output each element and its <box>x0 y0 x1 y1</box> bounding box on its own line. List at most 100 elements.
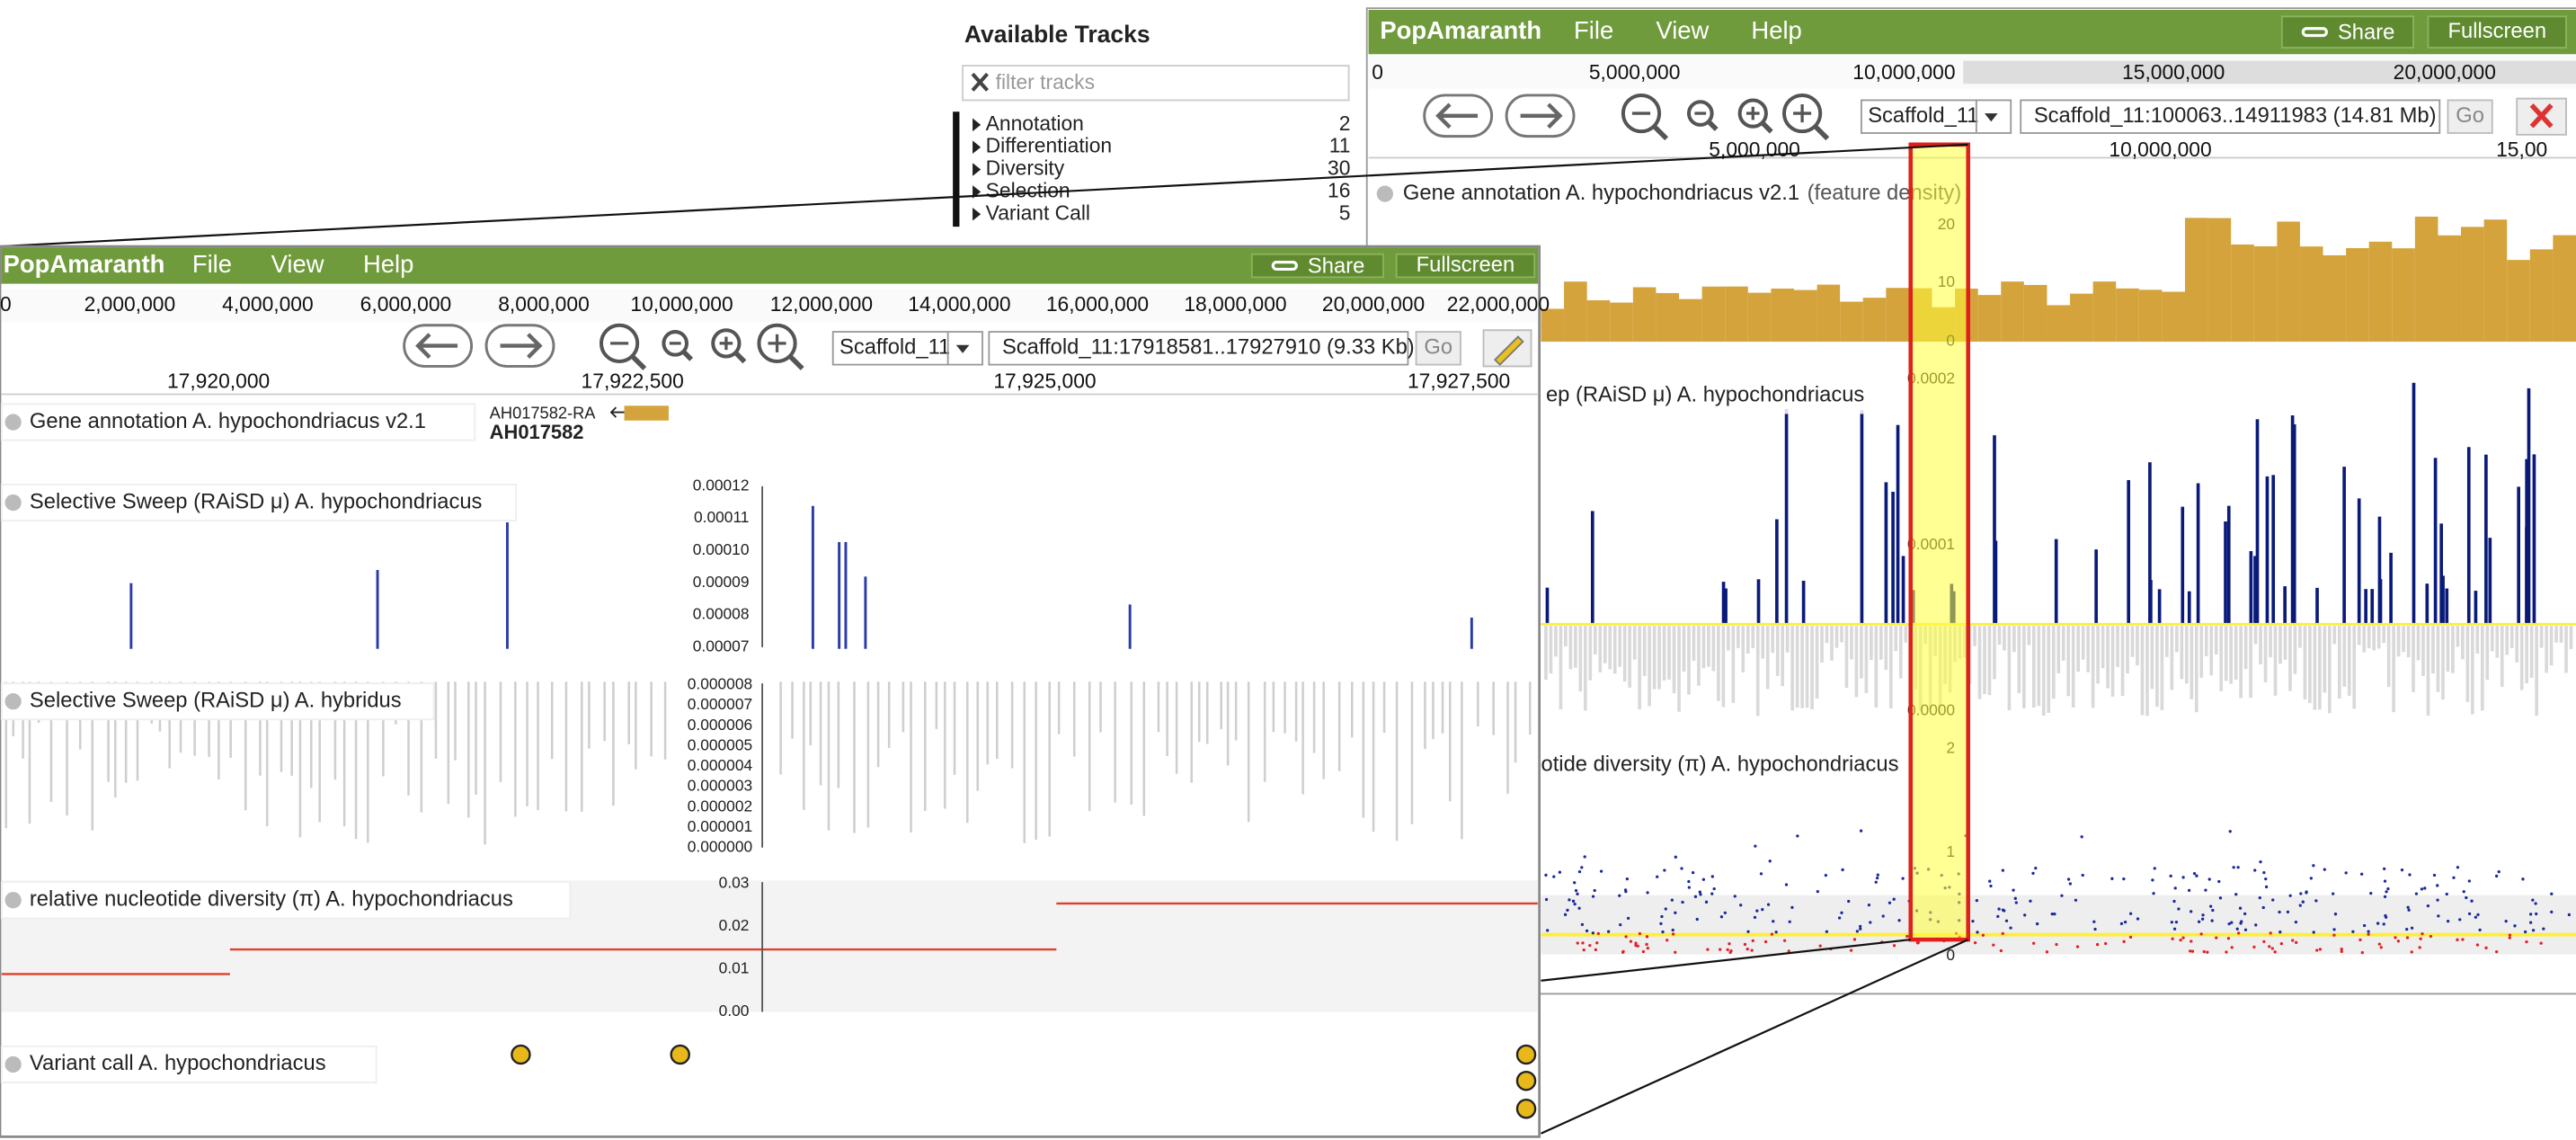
menu-item[interactable]: View <box>1656 16 1709 44</box>
sweep-bar <box>1142 681 1146 816</box>
sweep-bar <box>827 681 831 831</box>
diversity-point <box>2414 892 2419 895</box>
reference-select[interactable] <box>1860 99 2012 134</box>
diversity-point <box>1787 949 1790 953</box>
go-button[interactable] <box>2447 99 2493 134</box>
diversity-point <box>1645 935 1649 939</box>
diversity-point <box>1552 875 1556 878</box>
fullscreen-button[interactable] <box>2427 15 2567 49</box>
gene-feature[interactable] <box>624 405 669 421</box>
variant[interactable] <box>1515 1044 1537 1065</box>
diversity-point <box>2539 941 2543 945</box>
sweep-bar-below <box>2406 626 2411 658</box>
diversity-point <box>2081 873 2084 877</box>
sweep-bar-below <box>2190 626 2194 699</box>
sweep-bar <box>588 681 591 749</box>
sweep-bar <box>505 522 509 649</box>
go-button[interactable] <box>1415 331 1461 366</box>
locus-input[interactable] <box>2020 99 2441 134</box>
track-close[interactable] <box>4 693 22 710</box>
sweep-bar <box>1175 681 1178 774</box>
nav-arrow <box>1520 102 1563 129</box>
share-label[interactable]: Share <box>2338 21 2394 45</box>
track-close[interactable] <box>4 494 22 512</box>
expander[interactable] <box>973 118 982 132</box>
sweep-bar-below <box>2357 626 2361 646</box>
sweep-bar <box>1272 681 1275 733</box>
diversity-point <box>2066 877 2071 881</box>
sweep-bar-below <box>2165 626 2169 657</box>
sweep-bar-above <box>1756 579 1761 625</box>
sweep-bar-below <box>2554 626 2558 643</box>
sweep-bar-above <box>1891 491 1895 625</box>
diversity-point <box>1704 900 1709 904</box>
fullscreen-button[interactable] <box>1395 253 1536 279</box>
diversity-point <box>2291 939 2295 942</box>
sweep-bar <box>354 681 358 840</box>
sweep-bar <box>976 681 980 791</box>
expander[interactable] <box>973 207 982 221</box>
variant[interactable] <box>1515 1070 1537 1091</box>
track-label-box <box>0 484 517 522</box>
zoom-button[interactable] <box>711 328 742 359</box>
zoom-button[interactable] <box>757 323 797 363</box>
close-highlight-button[interactable] <box>2516 97 2567 136</box>
sweep-bar-below <box>2318 626 2322 710</box>
expander[interactable] <box>973 163 982 176</box>
category-name[interactable]: Annotation <box>986 111 1084 135</box>
fullscreen-label[interactable]: Fullscreen <box>2447 19 2546 43</box>
diversity-point <box>2095 942 2100 947</box>
diversity-point <box>2264 885 2269 889</box>
sweep-bar-below <box>2175 626 2179 653</box>
menu-item[interactable]: Help <box>363 250 413 278</box>
menu-item[interactable]: Help <box>1751 16 1801 44</box>
feature-id: AH017582-RA <box>490 403 597 422</box>
sweep-bar-below <box>2184 626 2189 684</box>
diversity-point <box>1544 897 1549 902</box>
menu-item[interactable]: File <box>192 250 232 278</box>
diversity-point <box>2550 892 2554 895</box>
go-label[interactable]: Go <box>1424 335 1452 360</box>
track-close[interactable] <box>1376 185 1393 202</box>
density-bar <box>2277 221 2300 343</box>
track-close[interactable] <box>4 1055 22 1073</box>
panel-title: Available Tracks <box>964 21 1150 48</box>
reference-select[interactable] <box>831 331 983 366</box>
sweep-bar <box>280 681 283 772</box>
sweep-bar-below <box>2471 626 2474 715</box>
category-name[interactable]: Variant Call <box>986 200 1090 224</box>
track-close[interactable] <box>4 892 22 909</box>
diversity-point <box>1971 920 1975 923</box>
zoom-button[interactable] <box>1737 98 1768 129</box>
category-name[interactable]: Diversity <box>986 156 1065 180</box>
track-close[interactable] <box>4 414 22 431</box>
menu-item[interactable]: File <box>1574 16 1613 44</box>
category-name[interactable]: Selection <box>986 178 1070 201</box>
share-label[interactable]: Share <box>1308 254 1364 279</box>
variant[interactable] <box>511 1044 531 1065</box>
zoom-button[interactable] <box>599 323 640 363</box>
sweep-bar <box>1166 681 1168 757</box>
variant[interactable] <box>670 1044 690 1065</box>
zoom-button[interactable] <box>1686 100 1714 127</box>
zoom-button[interactable] <box>662 330 689 357</box>
diversity-point <box>1989 884 1993 888</box>
axis-label: 0.000002 <box>688 797 752 815</box>
zoom-button[interactable] <box>1621 93 1662 134</box>
diversity-point <box>1701 877 1706 881</box>
fullscreen-label[interactable]: Fullscreen <box>1417 253 1515 277</box>
locus-input[interactable] <box>988 331 1409 366</box>
diversity-point <box>2445 892 2448 896</box>
expander[interactable] <box>973 140 982 155</box>
sweep-bar-below <box>2224 626 2228 681</box>
zoom-button[interactable] <box>1781 93 1823 134</box>
diversity-point <box>1751 939 1754 943</box>
diversity-point <box>1988 879 1992 883</box>
menu-item[interactable]: View <box>271 250 324 278</box>
filter-input[interactable] <box>962 65 1350 102</box>
category-name[interactable]: Differentiation <box>986 134 1112 157</box>
diversity-point <box>1726 948 1729 951</box>
variant[interactable] <box>1515 1099 1537 1119</box>
go-label[interactable]: Go <box>2456 103 2484 128</box>
diversity-point <box>2288 894 2292 897</box>
